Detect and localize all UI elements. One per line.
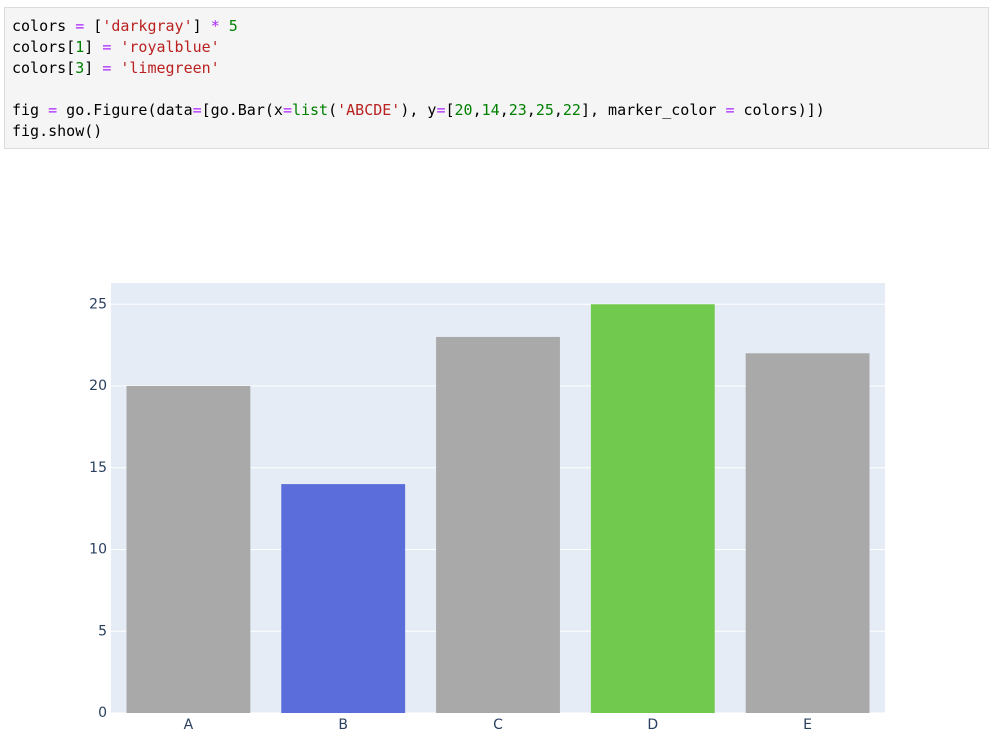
bar (436, 336, 560, 713)
code-token: 3 (75, 59, 85, 77)
code-token: 22 (562, 101, 581, 119)
code-token: go.Figure(data (57, 101, 193, 119)
code-token: colors)]) (734, 101, 825, 119)
code-token: [ (445, 101, 455, 119)
code-line: fig = go.Figure(data=[go.Bar(x=list('ABC… (12, 100, 981, 121)
code-token: , (472, 101, 482, 119)
code-token: ] (84, 59, 103, 77)
bar (281, 484, 406, 713)
code-token: = (75, 17, 85, 35)
x-tick-label: D (647, 717, 658, 733)
code-token: = (48, 101, 58, 119)
x-tick-label: C (493, 717, 503, 733)
bar (745, 353, 870, 713)
code-token: = (192, 101, 202, 119)
y-tick-label: 20 (89, 378, 107, 394)
code-token: ], marker_color (580, 101, 726, 119)
code-line: fig.show() (12, 121, 981, 142)
y-tick-label: 0 (98, 705, 107, 721)
code-token: ), y (400, 101, 437, 119)
y-tick-label: 15 (89, 460, 107, 476)
x-tick-label: B (338, 717, 348, 733)
code-token: 'limegreen' (120, 59, 220, 77)
code-token: [go.Bar(x (201, 101, 283, 119)
code-token: fig.show() (12, 122, 103, 140)
code-cell: colors = ['darkgray'] * 5 colors[1] = 'ro… (4, 7, 989, 149)
code-token: = (725, 101, 735, 119)
code-token: ] (84, 38, 103, 56)
x-tick-label: E (803, 717, 812, 733)
code-token: 23 (508, 101, 527, 119)
code-token: = (282, 101, 292, 119)
code-line: colors[3] = 'limegreen' (12, 58, 981, 79)
code-token: , (499, 101, 509, 119)
code-token: ( (328, 101, 338, 119)
code-token: [ (84, 17, 103, 35)
code-token: 5 (228, 17, 238, 35)
code-token: colors[ (12, 38, 76, 56)
code-token: * (210, 17, 220, 35)
code-token: colors[ (12, 59, 76, 77)
y-tick-label: 5 (98, 623, 107, 639)
code-token: , (526, 101, 536, 119)
code-line: colors[1] = 'royalblue' (12, 37, 981, 58)
bar (126, 386, 251, 713)
code-token: , (553, 101, 563, 119)
code-token: = (102, 38, 112, 56)
x-tick-label: A (184, 717, 194, 733)
y-tick-label: 25 (89, 296, 107, 312)
code-token: 'royalblue' (120, 38, 220, 56)
code-token: 20 (454, 101, 473, 119)
code-token: fig (12, 101, 49, 119)
code-token: ] (192, 17, 211, 35)
code-token: = (102, 59, 112, 77)
code-token: 'ABCDE' (337, 101, 401, 119)
code-token: list (291, 101, 329, 119)
code-token: 14 (481, 101, 500, 119)
code-token: 25 (535, 101, 554, 119)
code-token: colors (12, 17, 76, 35)
code-token: 1 (75, 38, 85, 56)
code-token: = (436, 101, 446, 119)
code-token: 'darkgray' (102, 17, 193, 35)
bar (590, 304, 715, 713)
code-line: colors = ['darkgray'] * 5 (12, 16, 981, 37)
y-tick-label: 10 (89, 542, 107, 558)
